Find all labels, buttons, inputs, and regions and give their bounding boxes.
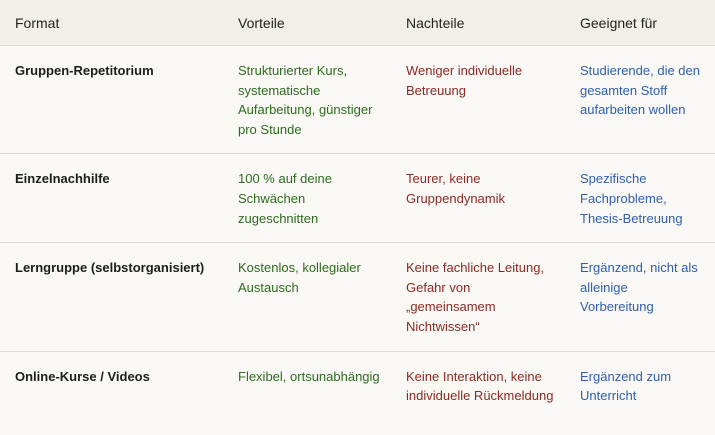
cell-geeignet: Studierende, die den gesamten Stoff aufa… <box>565 45 715 155</box>
cell-geeignet: Ergänzend zum Unterricht <box>580 368 672 404</box>
table-row: Einzelnachhilfe 100 % auf deine Schwäche… <box>0 153 715 244</box>
cell-nachteile: Teurer, keine Gruppendynamik <box>391 153 565 244</box>
cell-nachteile: Keine fachliche Leitung, Gefahr von „gem… <box>391 242 565 352</box>
cell-format: Online-Kurse / Videos <box>15 368 150 384</box>
header-vorteile: Vorteile <box>223 0 391 46</box>
cell-geeignet: Spezifische Fachprobleme, Thesis-Betreuu… <box>565 153 715 244</box>
header-format: Format <box>0 0 223 46</box>
table-row: Online-Kurse / Videos Flexibel, ortsunab… <box>0 351 715 435</box>
table-row: Gruppen-Repetitorium Strukturierter Kurs… <box>0 45 715 155</box>
cell-geeignet: Ergänzend, nicht als alleinige Vorbereit… <box>565 242 715 352</box>
cell-vorteile: 100 % auf deine Schwächen zugeschnitten <box>223 153 391 244</box>
cell-vorteile: Strukturierter Kurs, systematische Aufar… <box>223 45 391 155</box>
header-nachteile: Nachteile <box>391 0 565 46</box>
table-row: Lerngruppe (selbstorganisiert) Kostenlos… <box>0 242 715 352</box>
header-row: Format Vorteile Nachteile Geeignet für <box>0 0 715 46</box>
cell-vorteile: Kostenlos, kollegialer Austausch <box>223 242 391 352</box>
cell-vorteile: Flexibel, ortsunabhängig <box>238 368 380 384</box>
cell-format: Lerngruppe (selbstorganisiert) <box>0 242 223 352</box>
cell-format: Einzelnachhilfe <box>0 153 223 244</box>
cell-nachteile: Keine Interaktion, keine individuelle Rü… <box>406 368 554 404</box>
cell-nachteile: Weniger individuelle Betreuung <box>391 45 565 155</box>
cell-format: Gruppen-Repetitorium <box>0 45 223 155</box>
header-geeignet: Geeignet für <box>565 0 715 46</box>
